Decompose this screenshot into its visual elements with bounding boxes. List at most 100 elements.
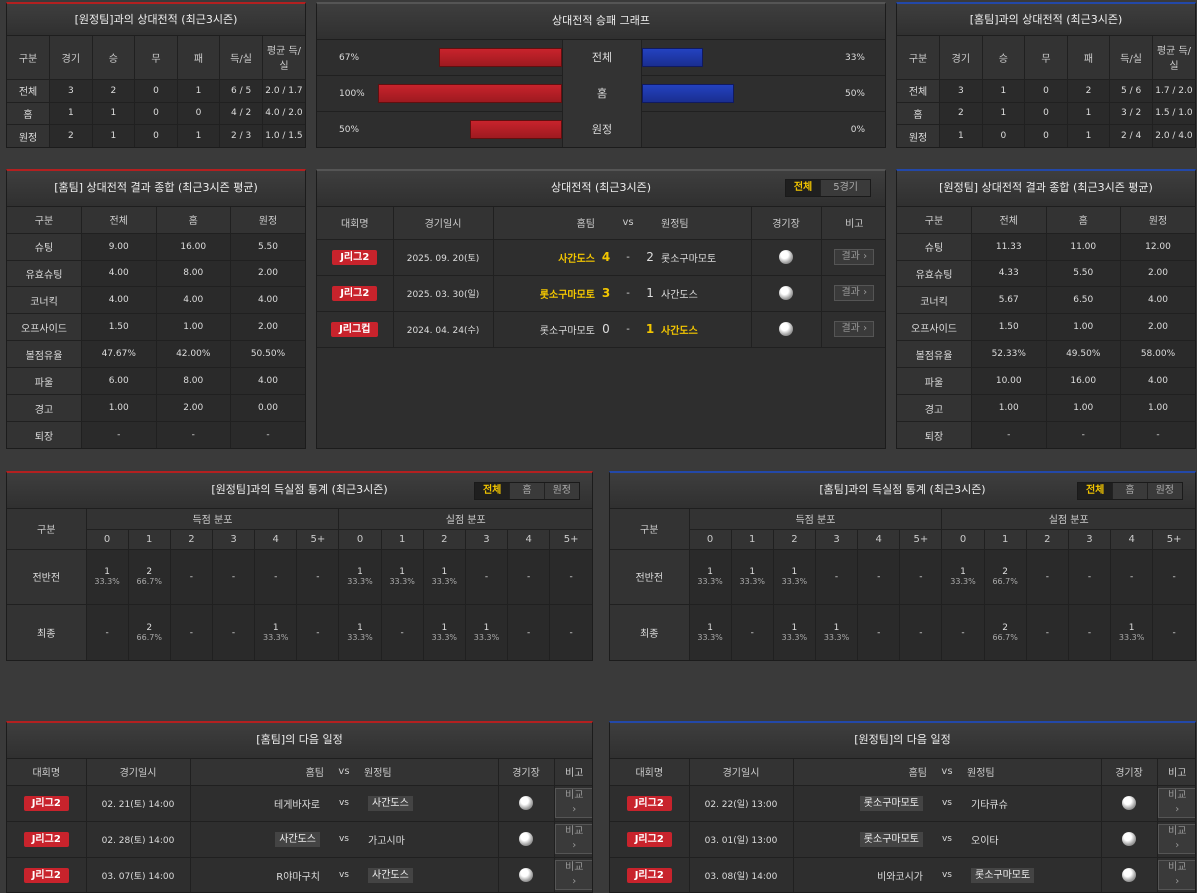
goal-percent: 66.7% <box>136 577 162 587</box>
table-cell: 2 66.7% <box>984 549 1027 606</box>
competition-badge: J리그2 <box>23 795 69 811</box>
table-cell: 2.00 <box>156 394 231 423</box>
ball-icon <box>779 286 794 300</box>
table-cell: - <box>549 604 592 660</box>
goals-home-panel: [홈팀]과의 득실점 통계 (최근3시즌) 전체 홈 원정 구분 득점 분포 실점 … <box>609 471 1196 661</box>
venue-cell <box>1101 857 1158 892</box>
table-cell: 1 33.3% <box>338 604 382 660</box>
row-label: 퇴장 <box>7 421 82 448</box>
compare-button[interactable]: 비교 › <box>1157 824 1195 854</box>
goal-percent: 33.3% <box>1118 633 1145 643</box>
goals-away-tabs: 전체 홈 원정 <box>473 482 580 500</box>
next-away-table: 대회명 경기일시 홈팀 vs 원정팀 경기장 비고 J리그2 02. 22(일) 13:00 롯소… <box>610 759 1195 892</box>
table-cell: 1 33.3% <box>423 604 466 660</box>
table-cell: 2.00 <box>1120 313 1195 342</box>
header-cell: 구분 <box>897 207 972 234</box>
compare-button[interactable]: 비교 › <box>554 860 592 890</box>
table-cell: 1 33.3% <box>1110 604 1154 660</box>
compare-button[interactable]: 비교 › <box>554 824 592 854</box>
tab-away[interactable]: 원정 <box>543 483 579 499</box>
row-label: 홈 <box>897 102 941 126</box>
tab-all[interactable]: 전체 <box>474 483 510 499</box>
header-row: 구분 득점 분포 실점 분포 <box>7 509 592 550</box>
col-home: 홈팀 <box>493 207 595 240</box>
goal-percent: 33.3% <box>262 633 289 643</box>
tab-home[interactable]: 홈 <box>509 483 543 499</box>
table-cell: 2 / 4 <box>1109 124 1153 147</box>
row-label: 슈팅 <box>897 233 972 261</box>
home-percent: 50% <box>339 125 360 135</box>
tab-away[interactable]: 원정 <box>1146 483 1182 499</box>
table-cell: 1 <box>177 124 221 147</box>
col-vs: vs <box>324 759 364 786</box>
table-cell: 4.00 <box>230 367 305 396</box>
goal-count: - <box>527 571 531 582</box>
table-cell: 1.0 / 1.5 <box>262 124 305 147</box>
tab-5-games[interactable]: 5경기 <box>820 180 870 196</box>
goal-count: 2 <box>146 567 153 578</box>
date-cell: 2025. 03. 30(일) <box>393 275 494 312</box>
table-cell: - <box>507 604 551 660</box>
goal-count: - <box>919 627 923 638</box>
comp-cell: J리그2 <box>7 857 87 892</box>
table-cell: - <box>465 549 509 606</box>
row-label: 경고 <box>7 394 82 423</box>
row-label: 오프사이드 <box>7 313 82 342</box>
tab-home[interactable]: 홈 <box>1112 483 1146 499</box>
goal-count: 1 <box>441 567 448 578</box>
goal-count-header: 4 <box>857 529 901 550</box>
tab-all[interactable]: 전체 <box>785 180 821 196</box>
row-label: 전반전 <box>7 549 87 606</box>
header-cell: 패 <box>1067 36 1111 80</box>
ball-icon <box>779 250 794 264</box>
compare-button[interactable]: 비교 › <box>1157 860 1195 890</box>
header-cell: 득/실 <box>219 36 263 80</box>
away-percent: 0% <box>850 125 865 135</box>
scored-header: 득점 분포 <box>689 509 943 530</box>
result-button[interactable]: 결과 › <box>834 321 875 337</box>
table-row: 전반전 1 33.3% 2 66.7% - - - -1 33.3% 1 33.3% 1 33.3% - - - <box>7 549 592 606</box>
away-summary-table: 구분 전체 홈 원정 슈팅 11.33 11.00 12.00 유효슈팅 4.33 5.50 2.00… <box>897 207 1195 448</box>
away-team-cell: 롯소구마모토 <box>967 857 1102 892</box>
table-cell: 4 / 2 <box>219 102 263 126</box>
date-cell: 02. 22(일) 13:00 <box>689 785 794 822</box>
graph-row: 50% 원정 0% <box>317 112 885 147</box>
goal-percent: 33.3% <box>950 577 976 587</box>
result-button[interactable]: 결과 › <box>834 249 875 265</box>
tab-all[interactable]: 전체 <box>1077 483 1113 499</box>
graph-row: 67% 전체 33% <box>317 40 885 76</box>
table-cell: 0.00 <box>230 394 305 423</box>
goal-count-header: 5+ <box>1152 529 1195 550</box>
table-cell: 0 <box>982 124 1026 147</box>
result-button[interactable]: 결과 › <box>834 285 875 301</box>
goal-percent: 66.7% <box>136 633 162 643</box>
col-date: 경기일시 <box>689 759 794 786</box>
table-row: 퇴장 - - - <box>897 421 1195 448</box>
goals-home-table: 구분 득점 분포 실점 분포 0 1 2 3 4 5+ 0 1 2 3 4 5+ 전반전 1 33.3% 1 33.3… <box>610 509 1195 660</box>
goal-percent: 66.7% <box>992 633 1018 643</box>
goal-count: 2 <box>1002 567 1009 578</box>
compare-button[interactable]: 비교 › <box>554 788 592 818</box>
competition-badge: J리그2 <box>332 249 378 265</box>
compare-button[interactable]: 비교 › <box>1157 788 1195 818</box>
home-summary-table: 구분 전체 홈 원정 슈팅 9.00 16.00 5.50 유효슈팅 4.00 8.00 2.00 코너… <box>7 207 305 448</box>
home-team-cell: 롯소구마모토 <box>793 785 927 822</box>
table-cell: - <box>212 549 256 606</box>
header-row: 구분 경기 승 무 패 득/실 평균 득/실 <box>7 36 305 80</box>
table-cell: 2 66.7% <box>128 604 171 660</box>
table-cell: - <box>230 421 305 448</box>
table-cell: 1 33.3% <box>689 549 732 606</box>
header-cell: 구분 <box>7 36 51 80</box>
comp-cell: J리그컵 <box>317 311 394 348</box>
table-cell: 1 33.3% <box>423 549 466 606</box>
col-note: 비고 <box>821 207 885 240</box>
goal-count-header: 0 <box>689 529 732 550</box>
goal-count: 1 <box>357 623 363 634</box>
header-row: 구분 전체 홈 원정 <box>897 207 1195 234</box>
goal-count: - <box>1087 627 1092 638</box>
table-cell: 1 <box>177 79 221 103</box>
competition-badge: J리그2 <box>23 831 69 847</box>
graph-row-label: 원정 <box>562 112 642 147</box>
table-cell: 2 <box>49 124 93 147</box>
home-team: 테게바자로 <box>274 799 320 811</box>
